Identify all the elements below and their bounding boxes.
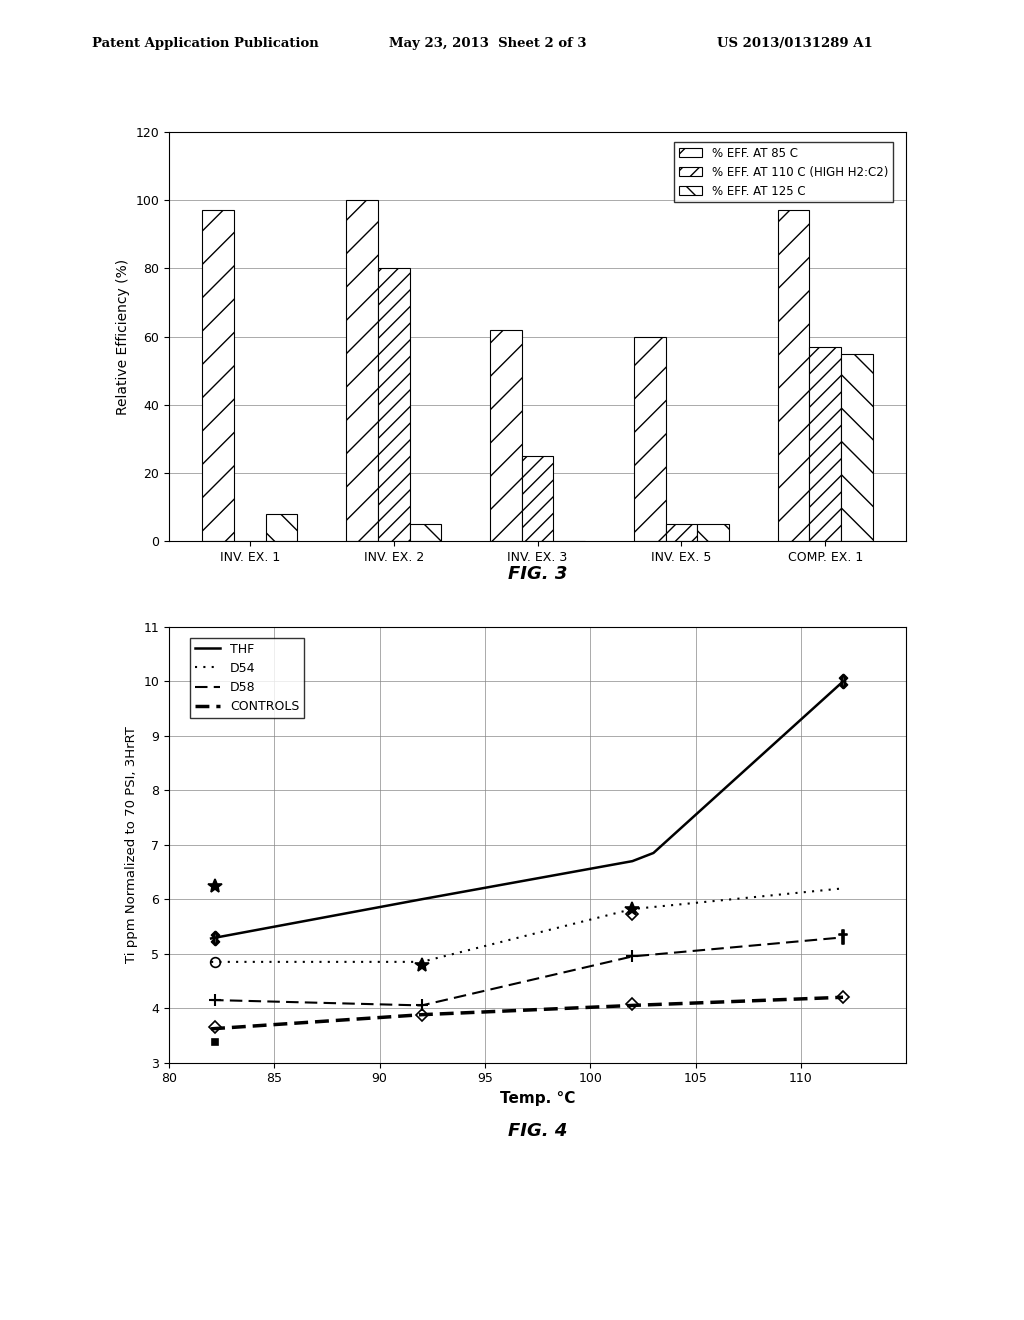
Text: FIG. 3: FIG. 3 (508, 565, 567, 583)
Legend: % EFF. AT 85 C, % EFF. AT 110 C (HIGH H2:C2), % EFF. AT 125 C: % EFF. AT 85 C, % EFF. AT 110 C (HIGH H2… (674, 143, 893, 202)
CONTROLS (627, 998, 639, 1014)
D54 (416, 954, 428, 970)
X-axis label: Temp. °C: Temp. °C (500, 1090, 575, 1106)
Line: D58: D58 (211, 937, 843, 1006)
THF (647, 845, 659, 861)
Bar (203, 210, 234, 541)
Bar (490, 330, 522, 541)
Bar (697, 524, 729, 541)
Y-axis label: Relative Efficiency (%): Relative Efficiency (%) (116, 259, 130, 414)
Y-axis label: Ti ppm Normalized to 70 PSI, 3HrRT: Ti ppm Normalized to 70 PSI, 3HrRT (125, 726, 138, 964)
D58 (205, 993, 217, 1008)
Legend: THF, D54, D58, CONTROLS: THF, D54, D58, CONTROLS (190, 638, 304, 718)
D58 (627, 949, 639, 965)
Line: CONTROLS: CONTROLS (211, 998, 843, 1028)
CONTROLS (837, 990, 849, 1006)
D54 (205, 954, 217, 970)
CONTROLS (205, 1020, 217, 1036)
THF (837, 673, 849, 689)
Text: US 2013/0131289 A1: US 2013/0131289 A1 (717, 37, 872, 50)
Bar (809, 347, 841, 541)
Bar (522, 455, 553, 541)
Bar (266, 513, 297, 541)
Bar (410, 524, 441, 541)
Text: FIG. 4: FIG. 4 (508, 1122, 567, 1140)
D58 (837, 929, 849, 945)
THF (416, 891, 428, 907)
CONTROLS (416, 1007, 428, 1023)
D54 (837, 880, 849, 896)
Text: May 23, 2013  Sheet 2 of 3: May 23, 2013 Sheet 2 of 3 (389, 37, 587, 50)
Line: D54: D54 (211, 888, 843, 962)
D54 (627, 902, 639, 917)
Bar (841, 354, 872, 541)
Bar (378, 268, 410, 541)
Bar (346, 201, 378, 541)
Bar (634, 337, 666, 541)
Line: THF: THF (211, 681, 843, 939)
THF (205, 931, 217, 946)
Bar (778, 210, 809, 541)
Text: Patent Application Publication: Patent Application Publication (92, 37, 318, 50)
THF (627, 853, 639, 869)
D58 (416, 998, 428, 1014)
Bar (666, 524, 697, 541)
